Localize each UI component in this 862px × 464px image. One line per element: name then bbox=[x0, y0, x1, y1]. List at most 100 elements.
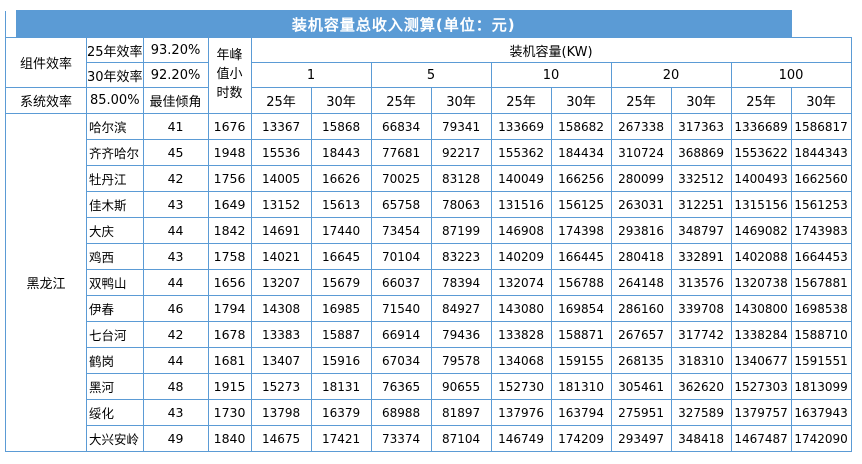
revenue-cell: 79341 bbox=[430, 113, 492, 140]
revenue-cell: 318310 bbox=[670, 347, 732, 374]
revenue-cell: 71540 bbox=[370, 295, 432, 322]
revenue-cell: 1400493 bbox=[730, 165, 792, 192]
revenue-cell: 181310 bbox=[550, 373, 612, 400]
revenue-cell: 293497 bbox=[610, 425, 672, 452]
revenue-cell: 133828 bbox=[490, 321, 552, 348]
revenue-cell: 143080 bbox=[490, 295, 552, 322]
peak-hours-header: 年峰值小时数 bbox=[207, 37, 252, 114]
city-cell: 鹤岗 bbox=[86, 347, 144, 374]
revenue-cell: 1567881 bbox=[790, 269, 852, 296]
revenue-cell: 267657 bbox=[610, 321, 672, 348]
table-row: 黑河 48 1915 15273 18131 76365 90655 152730 181310… bbox=[6, 373, 852, 400]
peak-hours-cell: 1915 bbox=[207, 373, 252, 400]
efficiency-30-value: 92.20% bbox=[142, 62, 209, 88]
tilt-angle-cell: 46 bbox=[142, 295, 209, 322]
revenue-cell: 1379757 bbox=[730, 399, 792, 426]
revenue-cell: 70025 bbox=[370, 165, 432, 192]
year-header: 25年 bbox=[490, 87, 552, 114]
capacity-header: 20 bbox=[610, 62, 732, 88]
revenue-cell: 15887 bbox=[310, 321, 372, 348]
year-header: 30年 bbox=[670, 87, 732, 114]
peak-hours-cell: 1656 bbox=[207, 269, 252, 296]
revenue-cell: 87104 bbox=[430, 425, 492, 452]
revenue-cell: 90655 bbox=[430, 373, 492, 400]
revenue-cell: 146908 bbox=[490, 217, 552, 244]
revenue-cell: 1402088 bbox=[730, 243, 792, 270]
table-row: 大庆 44 1842 14691 17440 73454 87199 146908 174398… bbox=[6, 217, 852, 244]
capacity-header: 10 bbox=[490, 62, 612, 88]
revenue-cell: 1315156 bbox=[730, 191, 792, 218]
header-row-1: 组件效率 25年效率 93.20% 年峰值小时数 装机容量(KW) bbox=[5, 37, 852, 114]
system-efficiency-value: 85.00% bbox=[86, 87, 144, 114]
revenue-cell: 79578 bbox=[430, 347, 492, 374]
revenue-cell: 13798 bbox=[250, 399, 312, 426]
year-header: 25年 bbox=[730, 87, 792, 114]
revenue-cell: 15536 bbox=[250, 139, 312, 166]
city-cell: 黑河 bbox=[86, 373, 144, 400]
revenue-cell: 1637943 bbox=[790, 399, 852, 426]
revenue-cell: 13207 bbox=[250, 269, 312, 296]
revenue-cell: 158682 bbox=[550, 113, 612, 140]
table-row: 佳木斯 43 1649 13152 15613 65758 78063 131516 15612… bbox=[6, 191, 852, 218]
revenue-cell: 1662560 bbox=[790, 165, 852, 192]
revenue-cell: 332891 bbox=[670, 243, 732, 270]
revenue-cell: 18131 bbox=[310, 373, 372, 400]
revenue-cell: 1320738 bbox=[730, 269, 792, 296]
peak-hours-cell: 1681 bbox=[207, 347, 252, 374]
revenue-cell: 1698538 bbox=[790, 295, 852, 322]
revenue-cell: 1742090 bbox=[790, 425, 852, 452]
revenue-cell: 13152 bbox=[250, 191, 312, 218]
year-header: 30年 bbox=[550, 87, 612, 114]
revenue-cell: 16626 bbox=[310, 165, 372, 192]
revenue-cell: 1430800 bbox=[730, 295, 792, 322]
revenue-cell: 70104 bbox=[370, 243, 432, 270]
tilt-angle-cell: 44 bbox=[142, 347, 209, 374]
best-tilt-header: 最佳倾角 bbox=[142, 87, 209, 114]
revenue-cell: 268135 bbox=[610, 347, 672, 374]
revenue-cell: 14021 bbox=[250, 243, 312, 270]
revenue-cell: 140209 bbox=[490, 243, 552, 270]
revenue-cell: 78063 bbox=[430, 191, 492, 218]
revenue-cell: 140049 bbox=[490, 165, 552, 192]
revenue-cell: 286160 bbox=[610, 295, 672, 322]
city-cell: 绥化 bbox=[86, 399, 144, 426]
revenue-cell: 16645 bbox=[310, 243, 372, 270]
city-cell: 牡丹江 bbox=[86, 165, 144, 192]
revenue-cell: 76365 bbox=[370, 373, 432, 400]
revenue-cell: 1591551 bbox=[790, 347, 852, 374]
header-row-3: 系统效率 85.00% 最佳倾角 25年 30年 25年 30年 25年 30年… bbox=[5, 87, 852, 114]
peak-hours-cell: 1948 bbox=[207, 139, 252, 166]
revenue-cell: 132074 bbox=[490, 269, 552, 296]
table-row: 齐齐哈尔 45 1948 15536 18443 77681 92217 155362 1844… bbox=[6, 139, 852, 166]
revenue-cell: 16985 bbox=[310, 295, 372, 322]
year-header: 30年 bbox=[310, 87, 372, 114]
revenue-cell: 264148 bbox=[610, 269, 672, 296]
revenue-cell: 17421 bbox=[310, 425, 372, 452]
peak-hours-cell: 1730 bbox=[207, 399, 252, 426]
revenue-cell: 263031 bbox=[610, 191, 672, 218]
year-header: 25年 bbox=[370, 87, 432, 114]
tilt-angle-cell: 44 bbox=[142, 269, 209, 296]
tilt-angle-cell: 43 bbox=[142, 243, 209, 270]
peak-hours-header-label: 年峰值小时数 bbox=[216, 48, 243, 101]
tilt-angle-cell: 43 bbox=[142, 191, 209, 218]
revenue-cell: 1813099 bbox=[790, 373, 852, 400]
peak-hours-cell: 1758 bbox=[207, 243, 252, 270]
revenue-cell: 158871 bbox=[550, 321, 612, 348]
revenue-cell: 184434 bbox=[550, 139, 612, 166]
revenue-cell: 305461 bbox=[610, 373, 672, 400]
revenue-cell: 18443 bbox=[310, 139, 372, 166]
revenue-cell: 137976 bbox=[490, 399, 552, 426]
city-cell: 齐齐哈尔 bbox=[86, 139, 144, 166]
revenue-cell: 65758 bbox=[370, 191, 432, 218]
revenue-cell: 1527303 bbox=[730, 373, 792, 400]
revenue-table-container: 装机容量总收入测算(单位：元) 组件效率 25年效率 93.20% 年峰值小时数… bbox=[5, 10, 852, 452]
tilt-angle-cell: 42 bbox=[142, 165, 209, 192]
revenue-cell: 156788 bbox=[550, 269, 612, 296]
revenue-cell: 339708 bbox=[670, 295, 732, 322]
revenue-cell: 134068 bbox=[490, 347, 552, 374]
tilt-angle-cell: 42 bbox=[142, 321, 209, 348]
revenue-cell: 155362 bbox=[490, 139, 552, 166]
revenue-cell: 1743983 bbox=[790, 217, 852, 244]
peak-hours-cell: 1794 bbox=[207, 295, 252, 322]
